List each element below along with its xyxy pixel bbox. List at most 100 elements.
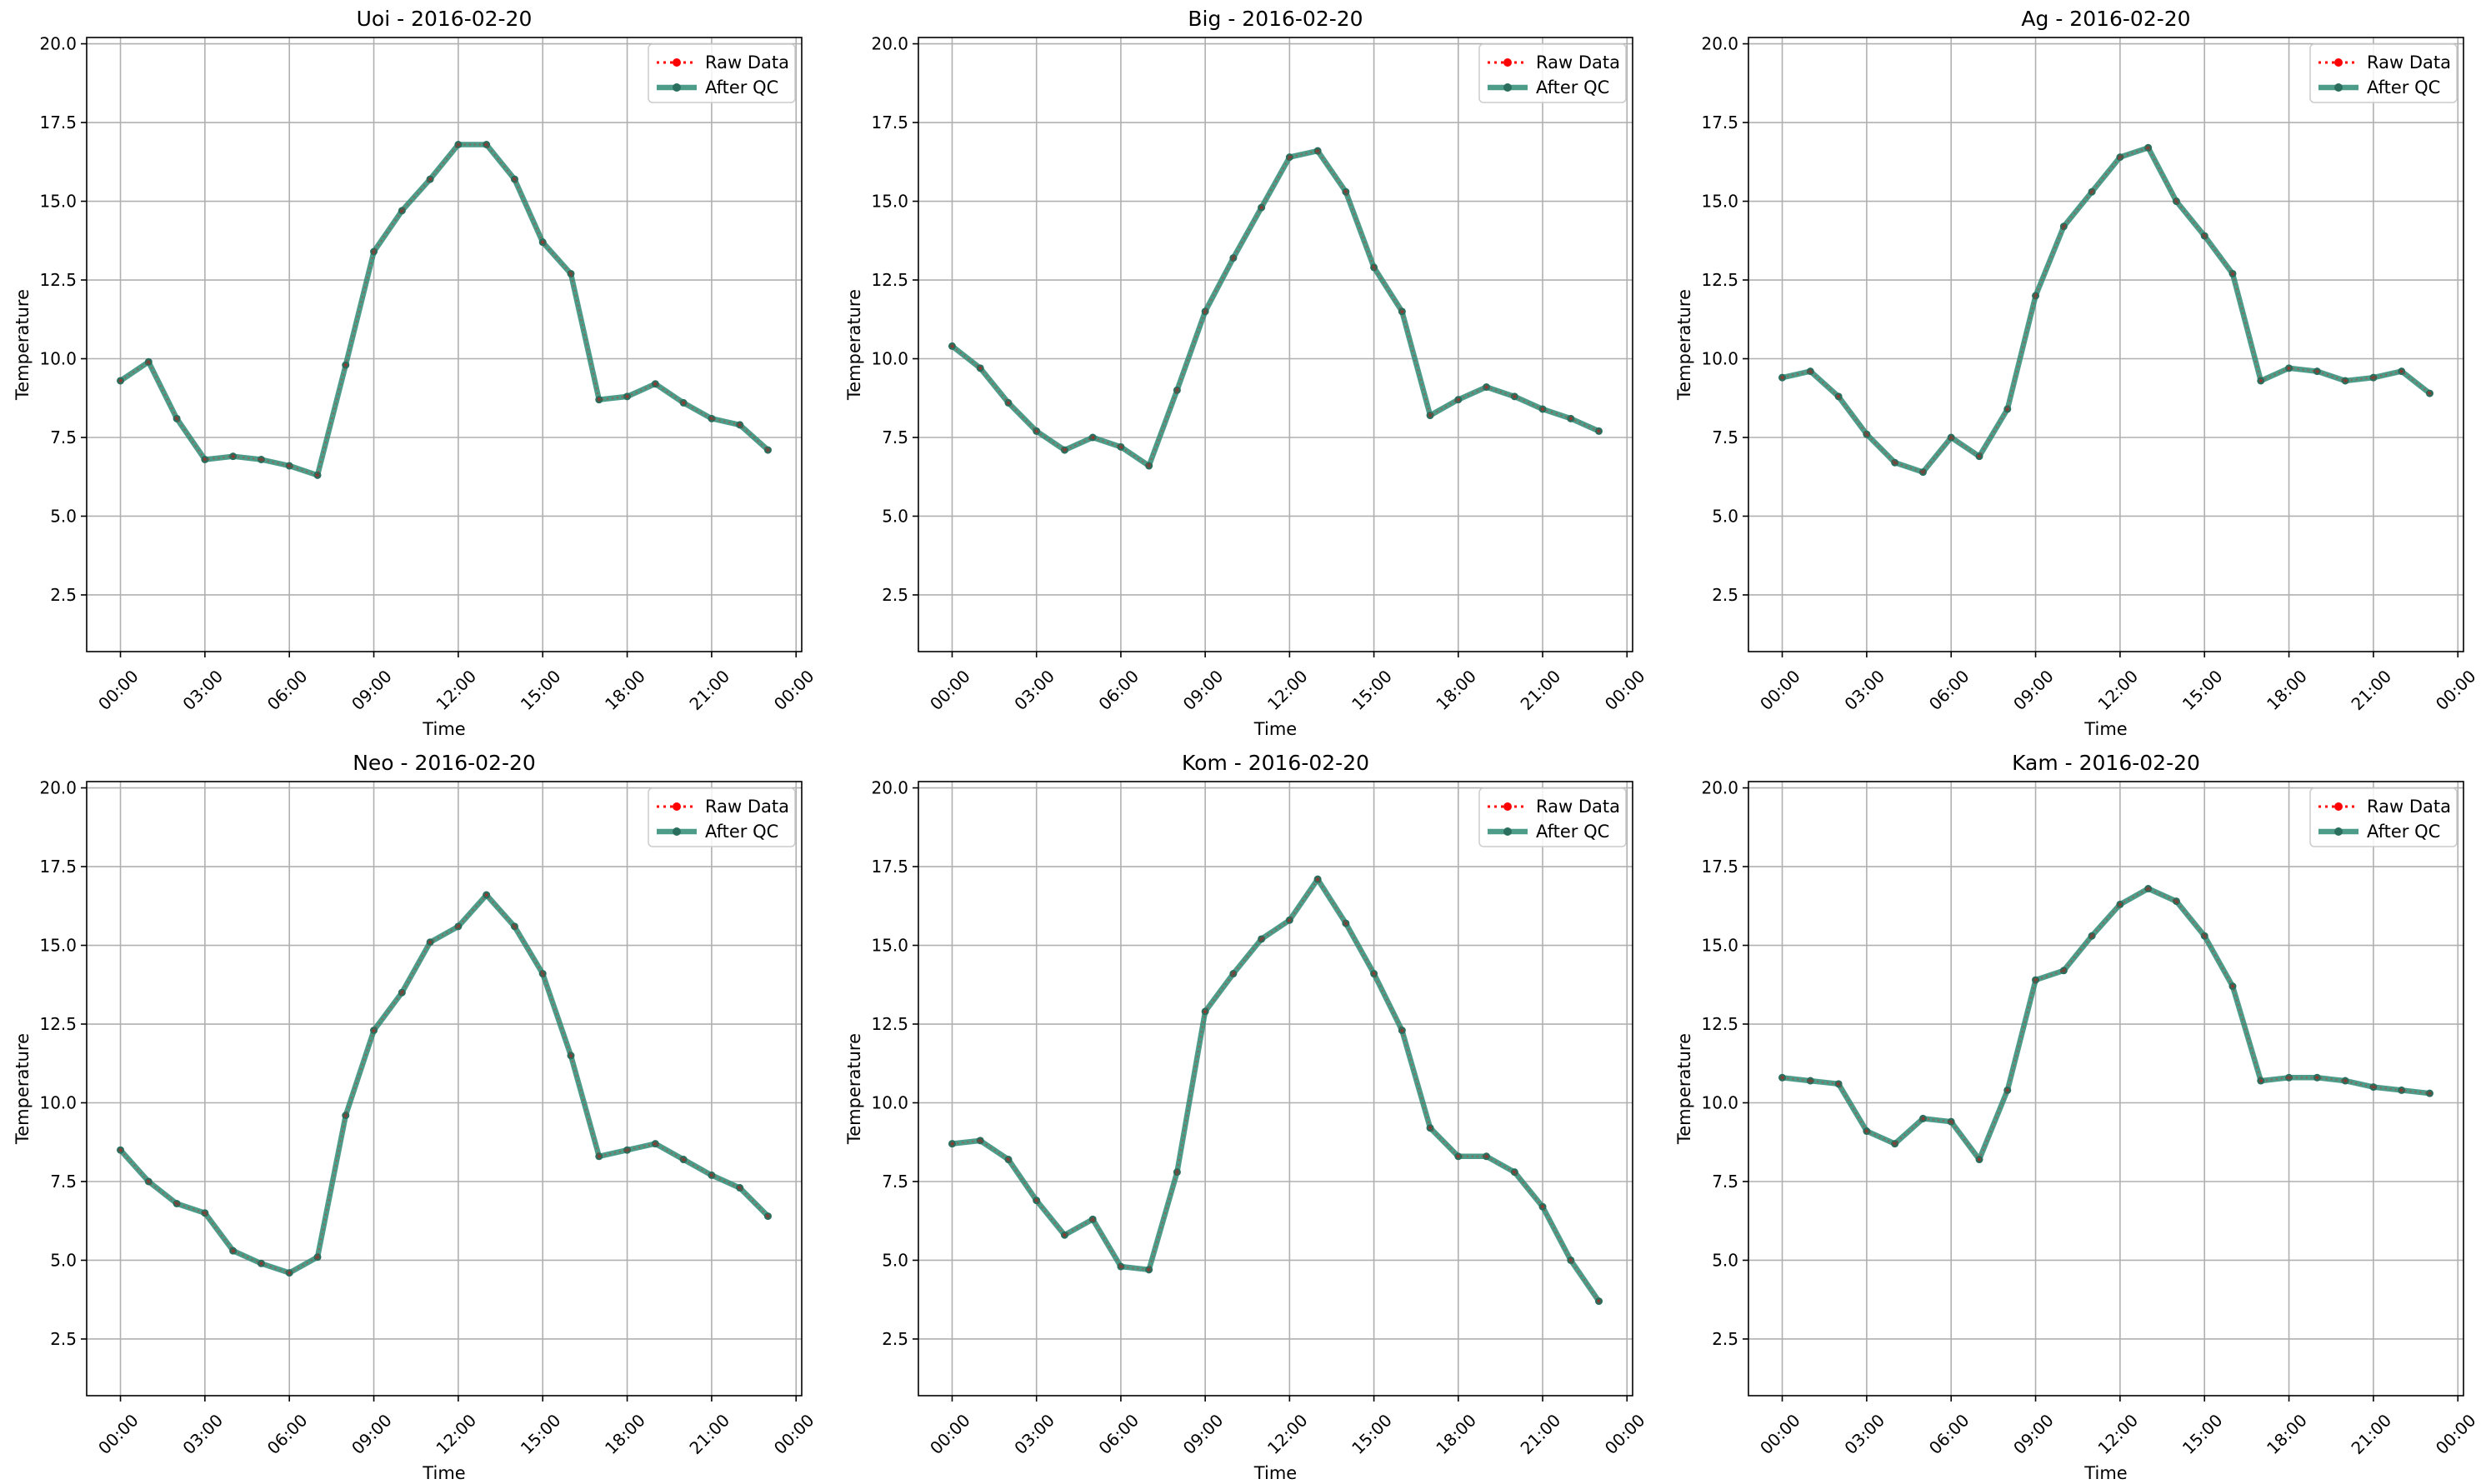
- raw-data-point: [400, 991, 404, 995]
- after-qc-point: [976, 1137, 984, 1145]
- chart-title: Uoi - 2016-02-20: [357, 7, 533, 31]
- after-qc-point: [1342, 187, 1350, 196]
- plot-frame: [1748, 781, 2464, 1397]
- after-qc-point: [285, 462, 293, 470]
- plot-frame: [918, 781, 1633, 1397]
- after-qc-point: [1033, 1197, 1041, 1205]
- raw-data-point: [950, 1142, 954, 1146]
- raw-data-point: [1034, 429, 1038, 433]
- plot-frame: [86, 37, 803, 652]
- after-qc-point: [2341, 377, 2349, 385]
- legend-qc-label: After QC: [2367, 822, 2440, 842]
- raw-data-point: [541, 240, 545, 244]
- series-after-qc-line: [1779, 886, 2433, 1162]
- y-tick-label: 10.0: [871, 349, 908, 369]
- raw-data-point: [259, 1262, 263, 1266]
- after-qc-point: [948, 1140, 956, 1148]
- after-qc-point: [2116, 900, 2124, 908]
- after-qc-point: [2313, 367, 2321, 376]
- raw-data-point: [597, 397, 601, 402]
- after-qc-point: [1483, 1152, 1491, 1161]
- after-qc-point: [2369, 373, 2378, 382]
- raw-data-point: [259, 457, 263, 462]
- y-tick-label: 7.5: [50, 1172, 77, 1192]
- after-qc-point: [454, 141, 463, 149]
- x-axis-label: Time: [2083, 1463, 2127, 1483]
- raw-data-point: [1836, 1082, 1841, 1087]
- legend-raw-label: Raw Data: [705, 797, 789, 817]
- raw-data-point: [709, 417, 714, 421]
- raw-data-point: [315, 1255, 320, 1259]
- raw-data-point: [625, 1148, 629, 1152]
- after-qc-point: [736, 1184, 744, 1192]
- raw-data-point: [118, 378, 123, 383]
- after-qc-point: [426, 938, 434, 947]
- raw-data-point: [2371, 1085, 2376, 1089]
- y-axis-label: Temperature: [1674, 289, 1694, 401]
- raw-data-point: [1780, 375, 1784, 380]
- raw-data-point: [1597, 1299, 1601, 1303]
- raw-data-point: [2118, 902, 2123, 907]
- y-tick-label: 20.0: [39, 778, 77, 798]
- raw-data-point: [1400, 309, 1404, 314]
- after-qc-point: [342, 361, 350, 369]
- y-tick-label: 2.5: [50, 1329, 77, 1349]
- raw-data-point: [2230, 984, 2235, 988]
- after-qc-point: [510, 175, 518, 183]
- raw-data-point: [1513, 394, 1517, 399]
- y-tick-label: 7.5: [882, 1172, 908, 1192]
- y-axis-label: Temperature: [1674, 1033, 1694, 1145]
- x-axis-label: Time: [1253, 1463, 1297, 1483]
- after-qc-point: [2172, 897, 2180, 906]
- after-qc-point: [1004, 398, 1013, 407]
- after-qc-point: [2228, 269, 2237, 277]
- raw-data-point: [2174, 199, 2178, 203]
- raw-data-point: [978, 366, 983, 371]
- chart-title: Big - 2016-02-20: [1188, 7, 1363, 31]
- raw-data-point: [1315, 148, 1320, 153]
- legend-qc-marker: [2334, 827, 2343, 836]
- y-tick-label: 12.5: [1701, 1014, 1738, 1034]
- after-qc-point: [257, 455, 265, 463]
- after-qc-point: [1258, 935, 1266, 943]
- after-qc-point: [2313, 1073, 2321, 1082]
- raw-data-point: [1893, 1142, 1897, 1146]
- legend-qc-marker: [1503, 83, 1512, 92]
- y-tick-label: 12.5: [1701, 270, 1738, 290]
- after-qc-point: [623, 1146, 632, 1154]
- raw-data-point: [2089, 933, 2094, 938]
- after-qc-point: [623, 392, 632, 401]
- raw-data-point: [1836, 394, 1841, 399]
- raw-data-point: [456, 142, 461, 147]
- raw-data-point: [1540, 407, 1545, 412]
- legend-raw-marker: [673, 58, 681, 67]
- legend-qc-marker: [1503, 827, 1512, 836]
- raw-data-point: [2062, 968, 2066, 972]
- raw-data-point: [1147, 463, 1151, 468]
- after-qc-point: [2285, 1073, 2293, 1082]
- raw-data-point: [709, 1173, 714, 1177]
- raw-data-point: [1597, 429, 1601, 433]
- after-qc-point: [2032, 292, 2040, 300]
- raw-data-point: [174, 1202, 179, 1206]
- after-qc-point: [976, 364, 984, 372]
- y-tick-label: 20.0: [871, 778, 908, 798]
- after-qc-point: [736, 421, 744, 429]
- after-qc-point: [1370, 970, 1378, 978]
- legend-raw-label: Raw Data: [2367, 797, 2451, 817]
- legend-qc-label: After QC: [705, 77, 778, 97]
- after-qc-point: [1285, 916, 1293, 924]
- raw-data-point: [1372, 265, 1376, 270]
- y-tick-label: 15.0: [871, 192, 908, 212]
- raw-data-point: [1259, 937, 1263, 942]
- legend-raw-marker: [1503, 802, 1512, 811]
- raw-data-point: [231, 454, 235, 458]
- y-tick-label: 15.0: [1701, 192, 1738, 212]
- after-qc-point: [2285, 364, 2293, 372]
- after-qc-point: [1088, 433, 1097, 442]
- y-tick-label: 15.0: [871, 936, 908, 956]
- raw-data-point: [2230, 272, 2235, 276]
- after-qc-point: [1398, 1027, 1406, 1035]
- after-qc-point: [567, 269, 575, 277]
- after-qc-point: [2059, 222, 2068, 231]
